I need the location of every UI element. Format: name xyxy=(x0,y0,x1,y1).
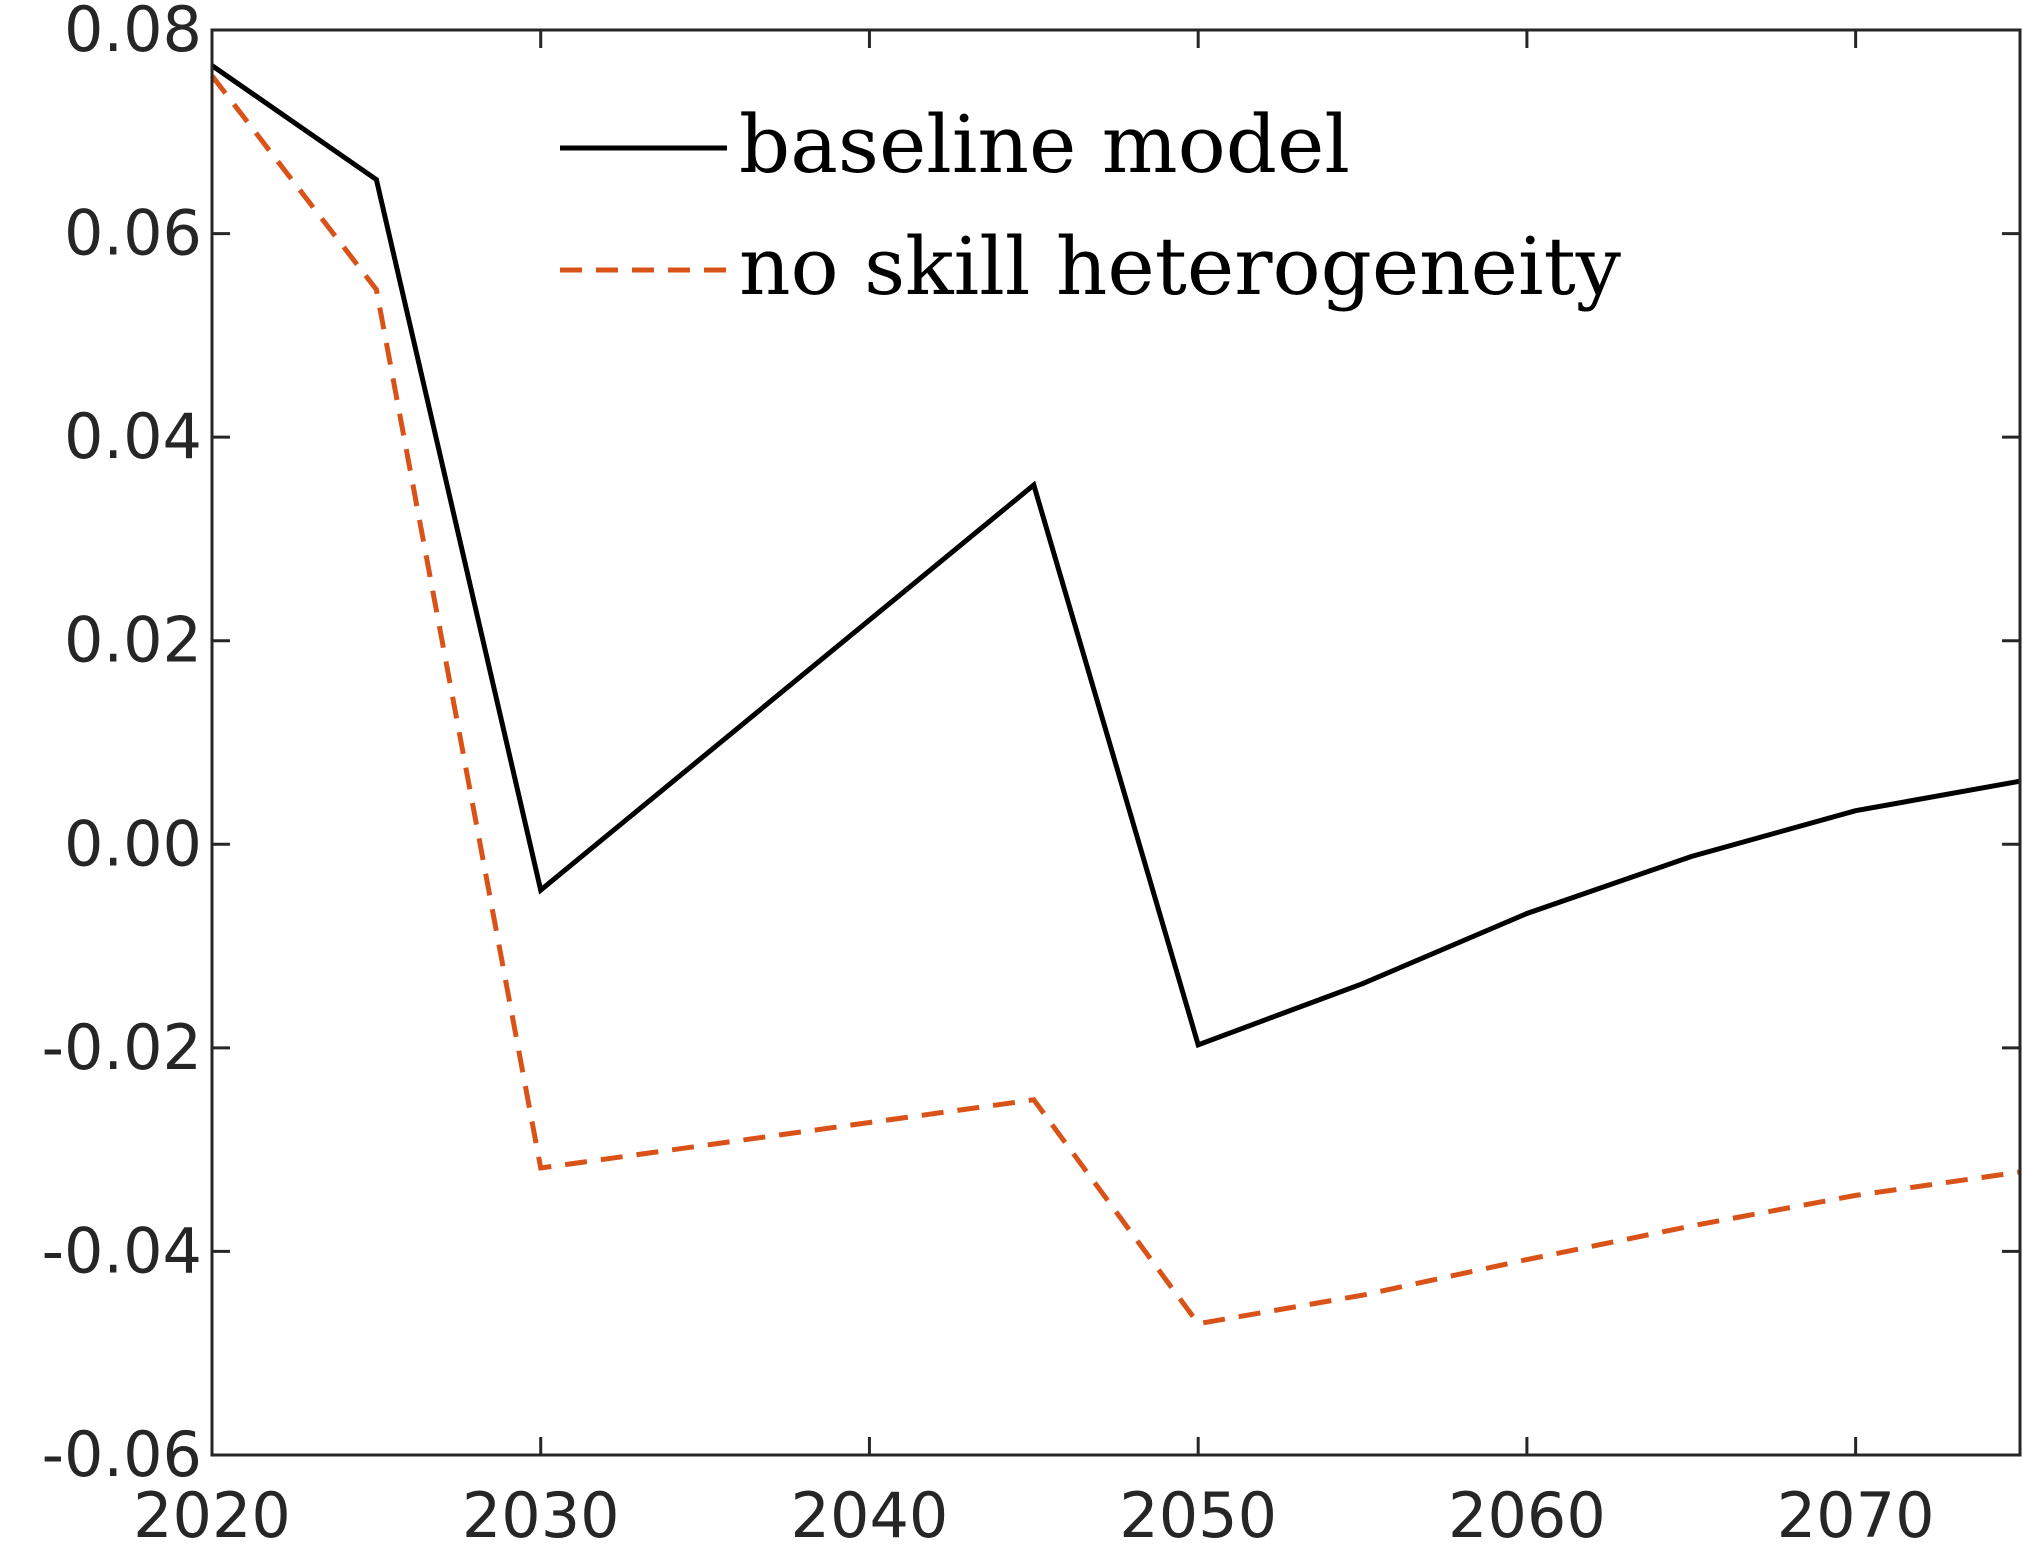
y-tick-label: -0.04 xyxy=(42,1214,202,1287)
x-tick-label: 2050 xyxy=(1119,1479,1277,1552)
x-tick-label: 2060 xyxy=(1448,1479,1606,1552)
series-line-2 xyxy=(210,74,2021,1327)
y-tick-label: -0.06 xyxy=(42,1418,202,1491)
x-tick-label: 2020 xyxy=(133,1479,291,1552)
series-layer xyxy=(210,63,2021,1327)
x-tick-label: 2040 xyxy=(791,1479,949,1552)
y-tick-label: 0.04 xyxy=(64,400,202,473)
legend: baseline model no skill heterogeneity xyxy=(560,98,1621,313)
legend-label-1: baseline model xyxy=(739,98,1350,191)
y-tick-label: 0.08 xyxy=(64,0,202,66)
series-line-1 xyxy=(210,63,2021,1049)
x-tick-label: 2030 xyxy=(462,1479,620,1552)
x-tick-label: 2070 xyxy=(1777,1479,1935,1552)
axes-box xyxy=(210,28,2022,1457)
y-tick-label: 0.02 xyxy=(64,604,202,677)
ticks-layer: 2020 2030 2040 2050 2060 2070 -0.06 -0.04 -0.02 0… xyxy=(42,0,2020,1552)
y-tick-label: -0.02 xyxy=(42,1011,202,1084)
legend-label-2: no skill heterogeneity xyxy=(739,220,1621,313)
y-tick-label: 0.06 xyxy=(64,197,202,270)
y-tick-label: 0.00 xyxy=(64,807,202,880)
